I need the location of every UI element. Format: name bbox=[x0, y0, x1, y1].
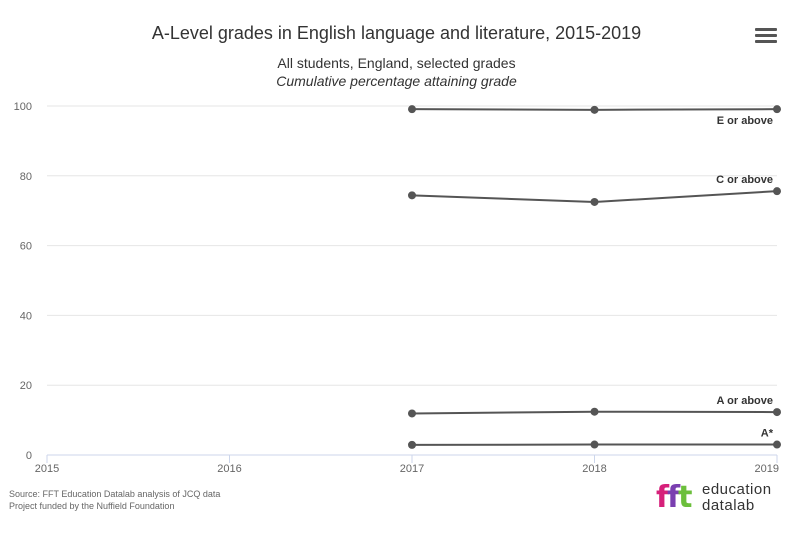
logo-wordmark: education datalab bbox=[702, 481, 772, 514]
y-tick-label: 20 bbox=[20, 380, 32, 392]
y-tick-label: 100 bbox=[14, 101, 32, 113]
x-tick-label: 2019 bbox=[755, 463, 779, 475]
series-label: A or above bbox=[717, 395, 773, 407]
data-point bbox=[408, 105, 416, 114]
credits-source: Source: FFT Education Datalab analysis o… bbox=[9, 489, 221, 499]
series-label: C or above bbox=[716, 174, 773, 186]
logo-mark: fft bbox=[656, 480, 693, 515]
subtitle-line-2: Cumulative percentage attaining grade bbox=[276, 73, 517, 89]
data-point bbox=[773, 440, 781, 449]
x-tick-label: 2015 bbox=[35, 463, 59, 475]
x-tick-label: 2018 bbox=[582, 463, 606, 475]
data-point bbox=[773, 105, 781, 114]
data-point bbox=[773, 187, 781, 196]
data-point bbox=[590, 105, 599, 114]
x-tick-label: 2016 bbox=[217, 463, 241, 475]
x-tick-label: 2017 bbox=[400, 463, 424, 475]
credits-funding: Project funded by the Nuffield Foundatio… bbox=[9, 501, 175, 511]
chart-subtitle: All students, England, selected grades C… bbox=[0, 54, 793, 90]
subtitle-line-1: All students, England, selected grades bbox=[277, 55, 516, 71]
hamburger-menu-icon[interactable] bbox=[755, 28, 777, 48]
chart-credits: Source: FFT Education Datalab analysis o… bbox=[9, 488, 220, 512]
data-point bbox=[408, 409, 416, 418]
data-point bbox=[408, 191, 416, 200]
y-tick-label: 0 bbox=[26, 450, 32, 462]
y-tick-label: 80 bbox=[20, 171, 32, 183]
data-point bbox=[590, 197, 599, 206]
y-tick-label: 40 bbox=[20, 310, 32, 322]
chart-title: A-Level grades in English language and l… bbox=[151, 23, 642, 43]
data-point bbox=[590, 407, 599, 416]
data-point bbox=[590, 440, 599, 449]
data-point bbox=[773, 408, 781, 417]
fft-education-datalab-logo: fft education datalab bbox=[656, 482, 796, 516]
series-label: E or above bbox=[717, 115, 773, 127]
data-point bbox=[408, 440, 416, 449]
series-label: A* bbox=[761, 428, 774, 440]
y-tick-label: 60 bbox=[20, 241, 32, 253]
